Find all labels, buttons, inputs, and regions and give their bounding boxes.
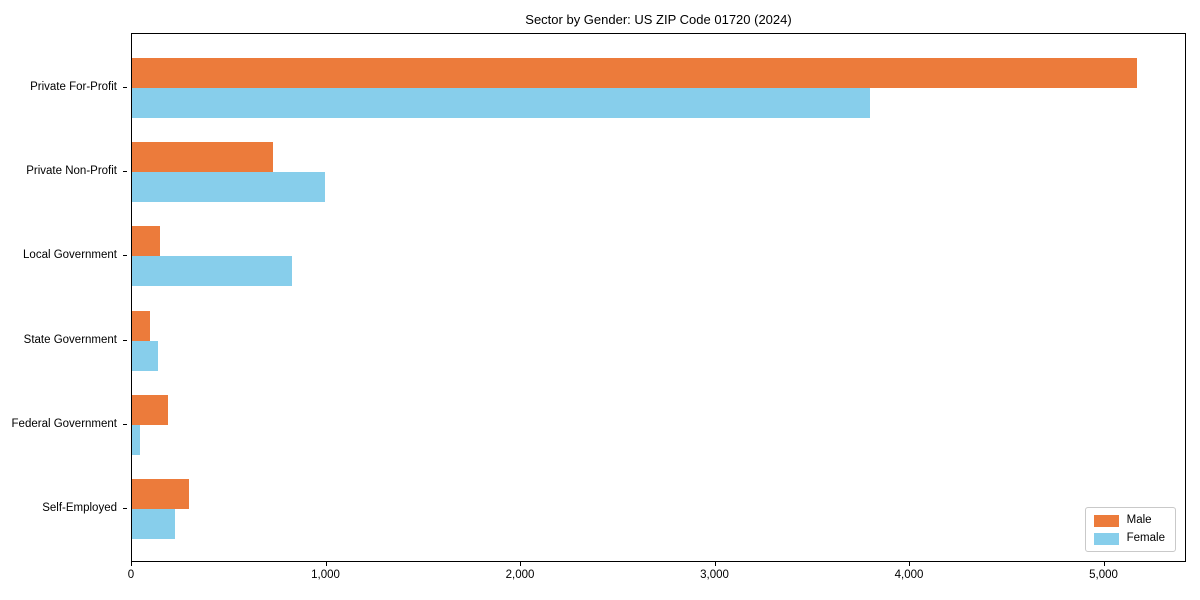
y-tick-label-local-government: Local Government — [23, 249, 117, 262]
bar-female-federal-government — [132, 425, 140, 456]
legend-label-female: Female — [1126, 532, 1165, 544]
legend-swatch-male — [1093, 514, 1119, 527]
legend: Male Female — [1084, 507, 1176, 552]
y-tick-mark — [123, 170, 127, 172]
x-tick-mark — [714, 562, 716, 566]
y-tick-label-private-non-profit: Private Non-Profit — [26, 164, 117, 177]
x-axis: 0 1,000 2,000 3,000 4,000 5,000 — [128, 562, 1186, 588]
legend-swatch-female — [1093, 532, 1119, 545]
x-tick-mark — [131, 562, 132, 566]
bar-female-private-non-profit — [132, 171, 325, 202]
bar-female-self-employed — [132, 509, 176, 540]
bar-female-state-government — [132, 340, 158, 371]
y-tick-mark — [123, 508, 127, 510]
legend-label-male: Male — [1126, 514, 1152, 526]
x-tick-label-4-000: 4,000 — [894, 569, 924, 581]
y-tick-label-state-government: State Government — [23, 333, 117, 346]
legend-entry-female: Female — [1093, 532, 1165, 545]
chart-title: Sector by Gender: US ZIP Code 01720 (202… — [525, 12, 792, 27]
x-tick-mark — [1103, 562, 1105, 566]
legend-entry-male: Male — [1093, 514, 1165, 527]
x-tick-label-0: 0 — [127, 569, 135, 581]
bar-male-federal-government — [132, 395, 168, 426]
plot-area: Male Female — [131, 33, 1186, 562]
y-tick-mark — [123, 424, 127, 426]
bar-female-private-for-profit — [132, 87, 870, 118]
bar-female-local-government — [132, 256, 292, 287]
y-tick-label-private-for-profit: Private For-Profit — [30, 80, 117, 93]
bar-male-state-government — [132, 310, 151, 341]
bar-male-self-employed — [132, 479, 190, 510]
y-tick-mark — [123, 86, 127, 88]
bar-male-local-government — [132, 226, 161, 257]
bar-male-private-non-profit — [132, 141, 273, 172]
x-tick-label-3-000: 3,000 — [700, 569, 729, 581]
y-tick-label-federal-government: Federal Government — [11, 418, 117, 431]
y-tick-label-self-employed: Self-Employed — [42, 502, 117, 515]
x-tick-label-1-000: 1,000 — [311, 569, 340, 581]
y-tick-mark — [123, 255, 127, 257]
bar-male-private-for-profit — [132, 57, 1137, 88]
x-tick-mark — [520, 562, 521, 566]
y-axis-labels: Private For-Profit Private Non-Profit Loca… — [0, 33, 127, 562]
x-tick-label-5-000: 5,000 — [1089, 569, 1118, 581]
x-tick-mark — [325, 562, 327, 566]
x-tick-mark — [909, 562, 911, 566]
x-tick-label-2-000: 2,000 — [505, 569, 535, 581]
y-tick-mark — [123, 339, 127, 341]
